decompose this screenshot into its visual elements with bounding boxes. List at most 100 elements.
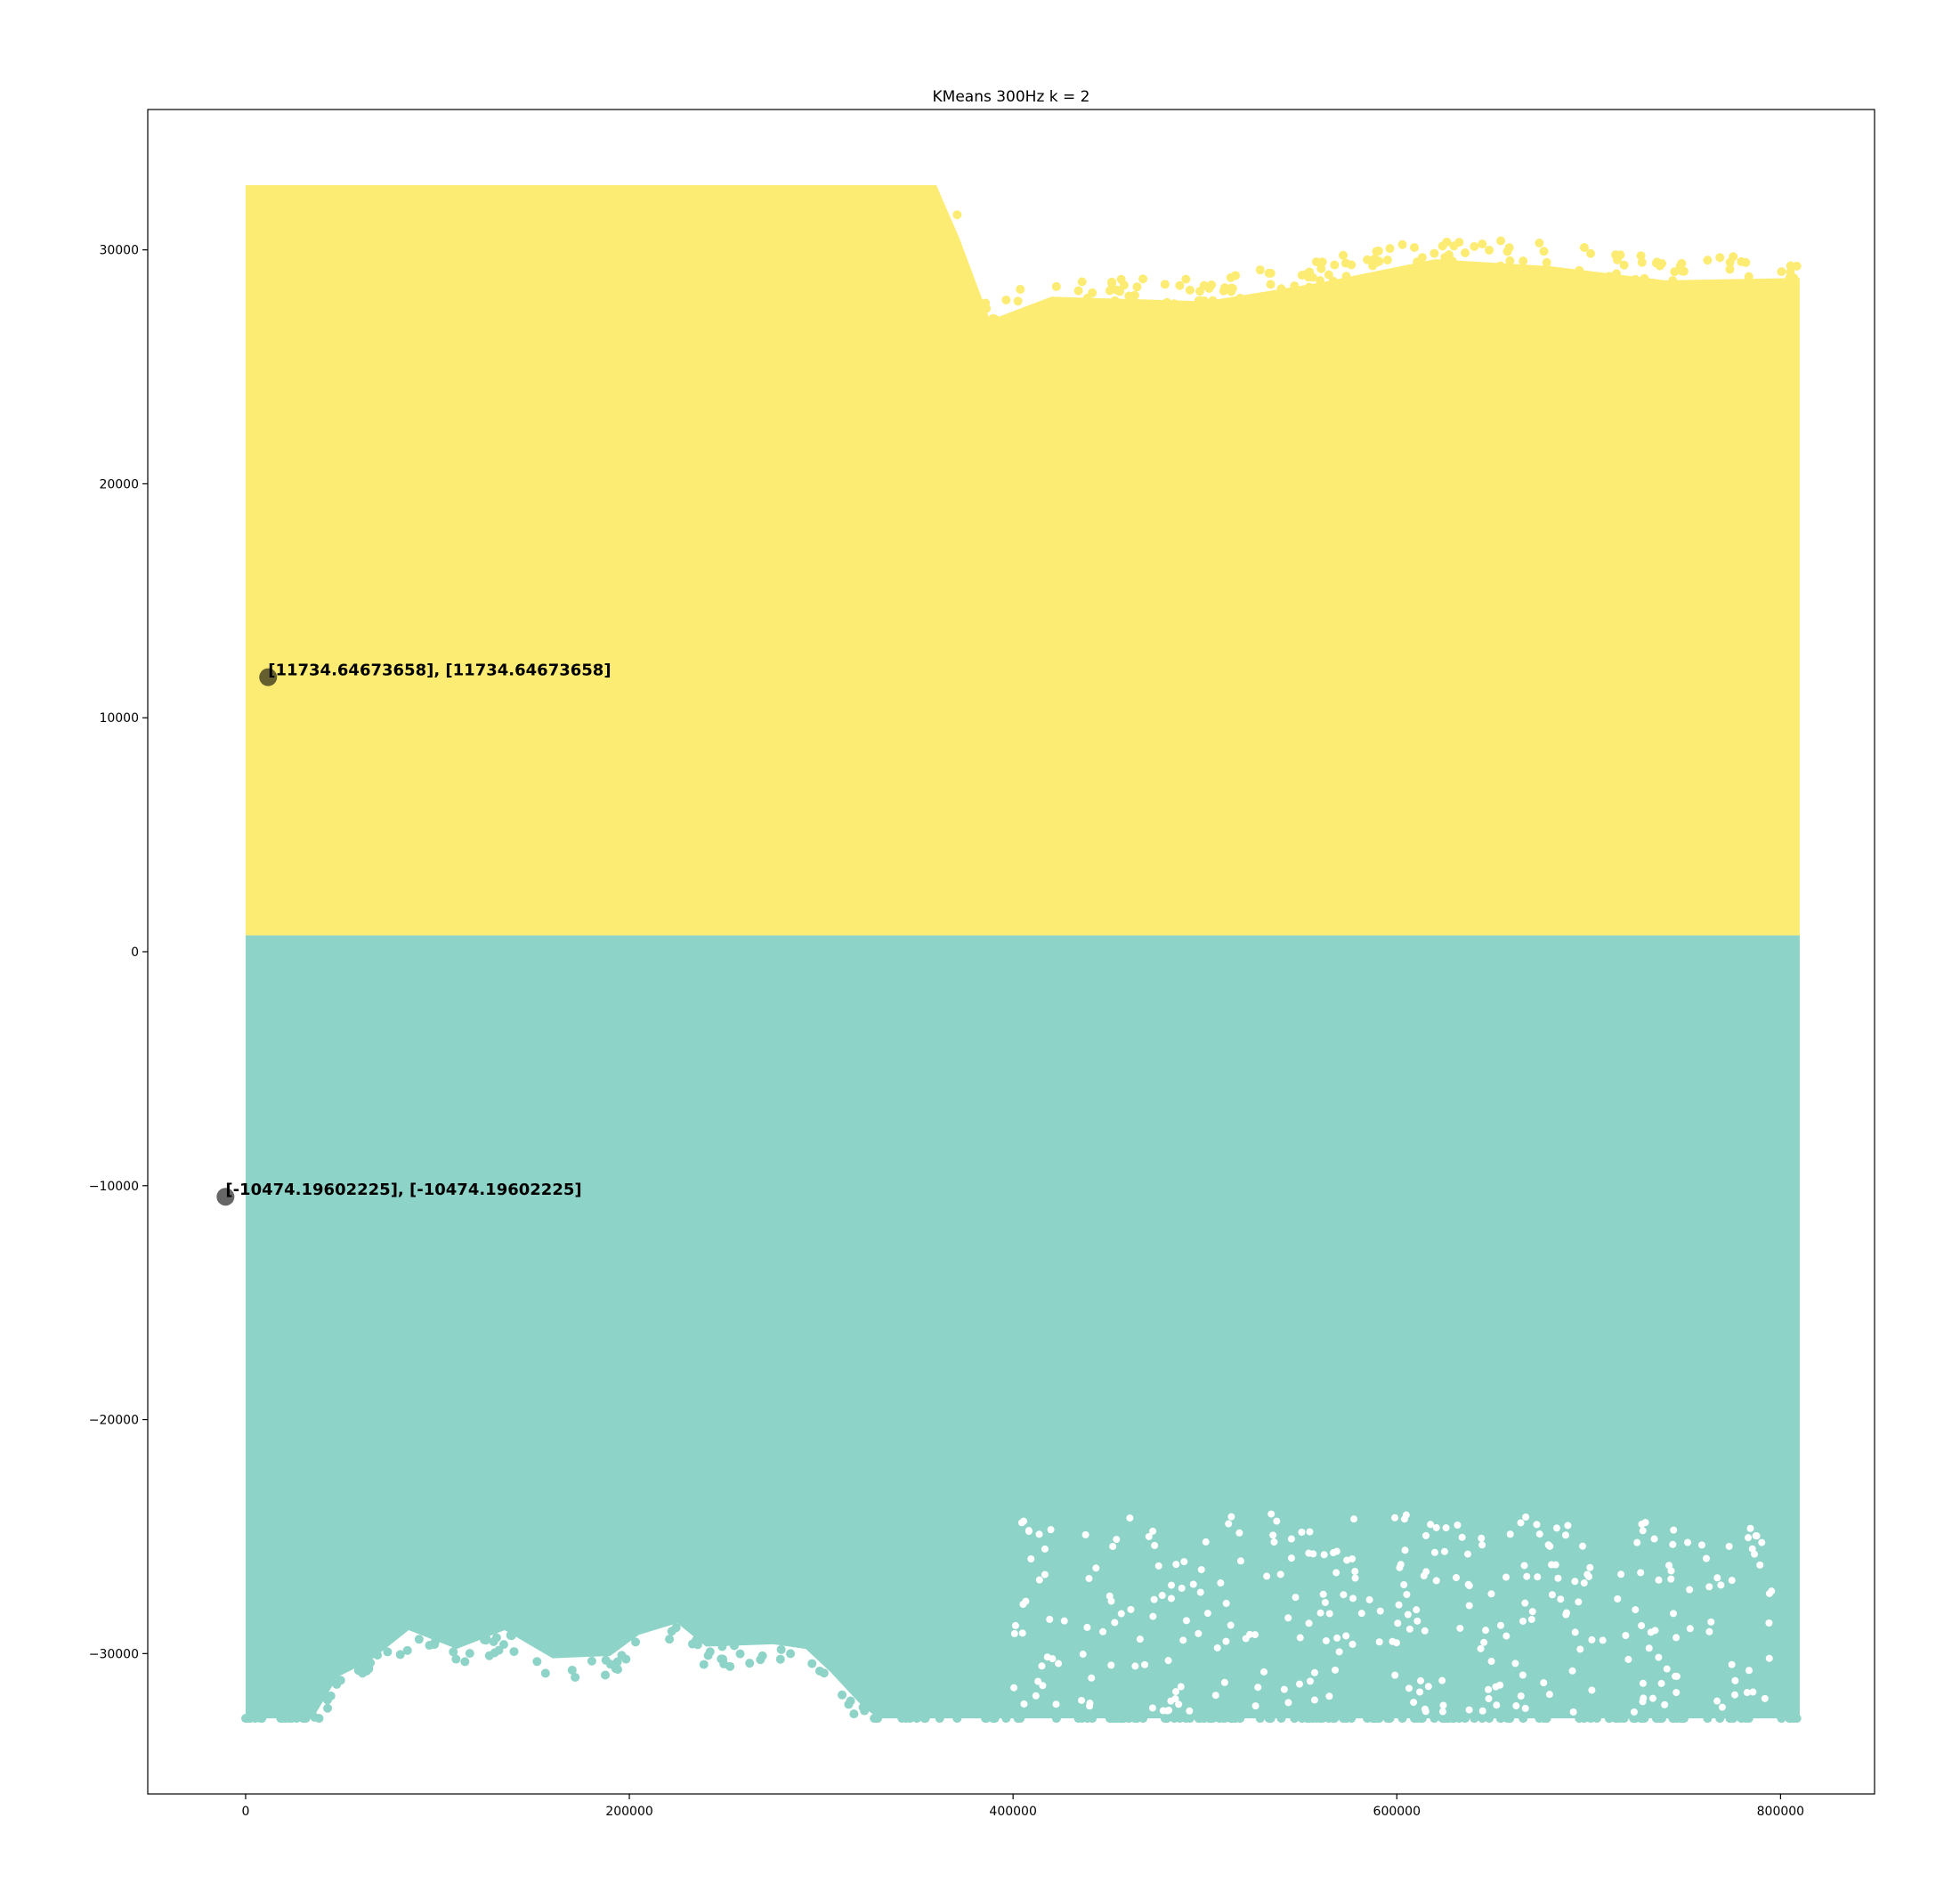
cluster-0-point	[601, 1670, 611, 1680]
sparse-gap	[1442, 1524, 1450, 1532]
sparse-gap	[1413, 1606, 1421, 1614]
cluster-1-point	[1001, 295, 1011, 304]
cluster-1-point	[1438, 241, 1447, 251]
cluster-1-point	[1397, 239, 1407, 249]
cluster-0-point	[952, 1714, 962, 1724]
sparse-gap	[1136, 1635, 1144, 1643]
sparse-gap	[1430, 1548, 1438, 1556]
cluster-0-point	[870, 1714, 879, 1724]
sparse-gap	[1728, 1660, 1736, 1668]
cluster-1-point	[1214, 300, 1224, 310]
cluster-0-point	[613, 1665, 623, 1675]
sparse-gap	[1534, 1573, 1542, 1581]
cluster-0-point	[1586, 1714, 1596, 1724]
cluster-0-point	[665, 1635, 675, 1644]
sparse-gap	[1520, 1562, 1528, 1570]
sparse-gap	[1235, 1529, 1243, 1537]
cluster-1-point	[1725, 257, 1735, 267]
sparse-gap	[1178, 1584, 1186, 1592]
sparse-gap	[1405, 1625, 1413, 1633]
cluster-0-point	[699, 1660, 709, 1669]
cluster-0-point	[729, 1641, 739, 1651]
centroid-label: [-10474.19602225], [-10474.19602225]	[225, 1181, 581, 1199]
cluster-0-point	[1575, 1714, 1584, 1724]
cluster-0-point	[243, 1714, 253, 1724]
cluster-0-point	[1324, 1714, 1333, 1724]
sparse-gap	[1511, 1660, 1519, 1668]
sparse-gap	[1465, 1706, 1473, 1714]
sparse-gap	[1196, 1588, 1204, 1596]
cluster-1-point	[1470, 241, 1479, 251]
sparse-gap	[1197, 1566, 1205, 1574]
cluster-0-point	[717, 1642, 727, 1651]
sparse-gap	[1287, 1554, 1295, 1562]
cluster-0-point	[1339, 1714, 1349, 1724]
sparse-gap	[1306, 1677, 1314, 1685]
cluster-0-point	[705, 1647, 715, 1657]
sparse-gap	[1478, 1541, 1486, 1549]
sparse-gap	[1022, 1597, 1030, 1605]
sparse-gap	[1645, 1644, 1653, 1652]
sparse-gap	[1217, 1579, 1225, 1587]
sparse-gap	[1686, 1586, 1694, 1594]
sparse-gap	[1421, 1627, 1429, 1635]
sparse-gap	[1655, 1576, 1663, 1584]
cluster-1-point	[1181, 274, 1191, 284]
sparse-gap	[1306, 1528, 1314, 1536]
sparse-gap	[1571, 1578, 1579, 1586]
sparse-gap	[1400, 1581, 1408, 1589]
sparse-gap	[1731, 1676, 1739, 1684]
sparse-gap	[1316, 1609, 1324, 1617]
cluster-0-point	[735, 1649, 745, 1659]
cluster-1-point	[1160, 280, 1170, 289]
sparse-gap	[1195, 1629, 1203, 1637]
cluster-0-point	[1703, 1714, 1713, 1724]
cluster-0-point	[285, 1714, 295, 1724]
cluster-0-point	[451, 1654, 461, 1664]
sparse-gap	[1263, 1572, 1271, 1580]
cluster-0-point	[807, 1659, 817, 1668]
cluster-1-point	[1410, 243, 1420, 253]
sparse-gap	[1052, 1700, 1060, 1708]
sparse-gap	[1765, 1619, 1773, 1627]
sparse-gap	[1035, 1530, 1043, 1538]
cluster-1-point	[1592, 272, 1602, 282]
sparse-gap	[1172, 1561, 1180, 1569]
sparse-gap	[1465, 1602, 1473, 1610]
sparse-gap	[1684, 1538, 1692, 1546]
sparse-gap	[1421, 1705, 1429, 1713]
sparse-gap	[1522, 1514, 1530, 1522]
sparse-gap	[1251, 1631, 1259, 1639]
centroid-marker	[259, 668, 278, 686]
sparse-gap	[1730, 1691, 1738, 1699]
cluster-0-point	[988, 1714, 998, 1724]
cluster-0-point	[1264, 1714, 1274, 1724]
sparse-gap	[1349, 1595, 1357, 1603]
edge-points	[241, 210, 1802, 1724]
cluster-1-point	[1226, 272, 1235, 282]
cluster-1-point	[1373, 246, 1383, 256]
sparse-gap	[1177, 1683, 1185, 1691]
cluster-1-point	[1088, 288, 1097, 297]
cluster-0-point	[323, 1703, 333, 1713]
cluster-1-point	[1505, 256, 1515, 265]
y-tick-label: −20000	[89, 1414, 139, 1428]
cluster-1-point	[1324, 270, 1333, 280]
chart-title: KMeans 300Hz k = 2	[933, 88, 1090, 106]
cluster-1-point	[1640, 273, 1649, 283]
sparse-gap	[1395, 1601, 1403, 1609]
sparse-gap	[1049, 1655, 1057, 1663]
x-tick-label: 400000	[989, 1805, 1036, 1819]
cluster-1-point	[1073, 286, 1083, 296]
sparse-gap	[1309, 1550, 1317, 1558]
sparse-gap	[1586, 1563, 1594, 1571]
sparse-gap	[1718, 1703, 1726, 1711]
sparse-gap	[1749, 1688, 1757, 1696]
sparse-gap	[1149, 1612, 1157, 1620]
sparse-gap	[1246, 1630, 1254, 1638]
sparse-gap	[1655, 1653, 1663, 1661]
sparse-gap	[1365, 1595, 1373, 1603]
sparse-gap	[1413, 1617, 1421, 1625]
sparse-gap	[1088, 1674, 1096, 1682]
cluster-1-point	[1266, 280, 1276, 289]
